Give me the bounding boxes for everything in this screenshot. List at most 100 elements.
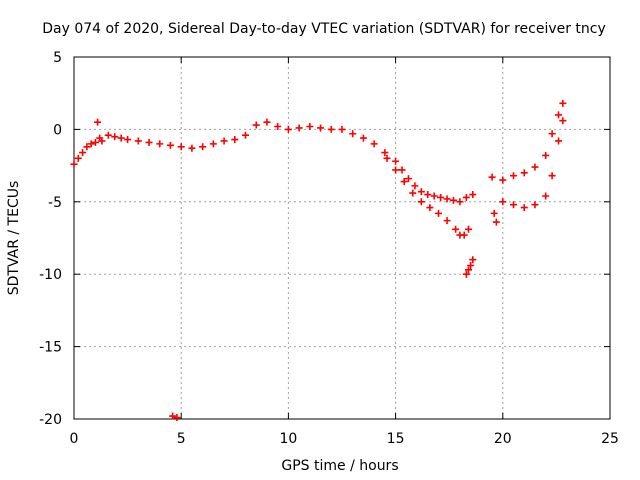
data-point bbox=[295, 124, 303, 132]
data-point bbox=[555, 137, 563, 145]
data-point bbox=[559, 99, 567, 107]
series-early-hour bbox=[94, 118, 104, 142]
x-axis-label: GPS time / hours bbox=[281, 458, 398, 474]
data-point bbox=[87, 140, 95, 148]
data-point bbox=[409, 189, 417, 197]
x-tick-label: 20 bbox=[494, 431, 512, 447]
data-point bbox=[426, 204, 434, 212]
data-point bbox=[469, 256, 477, 264]
data-point bbox=[111, 133, 119, 141]
data-point bbox=[252, 121, 260, 129]
y-tick-label: 5 bbox=[53, 50, 62, 66]
data-point bbox=[400, 178, 408, 186]
series-late-isolated bbox=[490, 209, 500, 226]
data-point bbox=[531, 201, 539, 209]
y-tick-label: -5 bbox=[48, 195, 62, 211]
data-point bbox=[443, 217, 451, 225]
data-point bbox=[156, 140, 164, 148]
data-point bbox=[166, 141, 174, 149]
data-point bbox=[490, 209, 498, 217]
data-point bbox=[469, 191, 477, 199]
data-point bbox=[464, 266, 472, 274]
data-point bbox=[411, 182, 419, 190]
x-tick-label: 5 bbox=[177, 431, 186, 447]
data-point bbox=[242, 131, 250, 139]
data-point bbox=[542, 151, 550, 159]
data-point bbox=[492, 218, 500, 226]
data-point bbox=[437, 193, 445, 201]
data-point bbox=[284, 125, 292, 133]
data-point bbox=[370, 140, 378, 148]
data-point bbox=[381, 149, 389, 157]
data-point bbox=[91, 138, 99, 146]
data-point bbox=[169, 412, 177, 420]
data-point bbox=[417, 188, 425, 196]
data-point bbox=[96, 134, 104, 142]
data-point bbox=[104, 131, 112, 139]
data-point bbox=[231, 136, 239, 144]
plot-frame bbox=[73, 56, 611, 420]
y-tick-labels: -20 -15 -10 -5 0 5 bbox=[39, 50, 62, 428]
data-point bbox=[531, 163, 539, 171]
data-point bbox=[462, 193, 470, 201]
data-point bbox=[417, 198, 425, 206]
data-point bbox=[145, 138, 153, 146]
series-late-lower bbox=[499, 117, 567, 212]
x-tick-label: 15 bbox=[387, 431, 405, 447]
x-tick-label: 0 bbox=[70, 431, 79, 447]
data-point bbox=[460, 231, 468, 239]
data-point bbox=[559, 117, 567, 125]
y-axis-label: SDTVAR / TECUs bbox=[6, 181, 22, 296]
data-point bbox=[117, 134, 125, 142]
data-point bbox=[542, 192, 550, 200]
y-tick-label: -20 bbox=[39, 412, 62, 428]
y-tick-label: -15 bbox=[39, 340, 62, 356]
data-point bbox=[274, 123, 282, 131]
data-point bbox=[398, 166, 406, 174]
data-point bbox=[430, 192, 438, 200]
data-point bbox=[263, 118, 271, 126]
data-point bbox=[134, 137, 142, 145]
data-point bbox=[499, 176, 507, 184]
data-point bbox=[548, 172, 556, 180]
y-tick-label: 0 bbox=[53, 122, 62, 138]
axis-ticks bbox=[73, 56, 611, 420]
data-point bbox=[548, 130, 556, 138]
data-point bbox=[520, 169, 528, 177]
data-point bbox=[124, 136, 132, 144]
data-point bbox=[443, 195, 451, 203]
data-point bbox=[349, 130, 357, 138]
data-point bbox=[462, 270, 470, 278]
data-point bbox=[327, 125, 335, 133]
series-outlier bbox=[169, 412, 181, 422]
data-point bbox=[317, 124, 325, 132]
data-point bbox=[510, 172, 518, 180]
data-point bbox=[383, 154, 391, 162]
x-tick-label: 10 bbox=[279, 431, 297, 447]
data-point bbox=[464, 225, 472, 233]
data-point bbox=[209, 140, 217, 148]
data-point bbox=[220, 137, 228, 145]
series-lower-branch bbox=[383, 154, 472, 239]
data-point bbox=[74, 154, 82, 162]
data-point bbox=[520, 204, 528, 212]
data-point bbox=[188, 144, 196, 152]
series-late-upper bbox=[488, 99, 567, 184]
data-point bbox=[456, 198, 464, 206]
data-point bbox=[338, 125, 346, 133]
data-point bbox=[70, 160, 78, 168]
series-dip-fragment bbox=[462, 256, 477, 278]
data-point bbox=[306, 123, 314, 131]
x-tick-label: 25 bbox=[601, 431, 619, 447]
series-main-track bbox=[70, 118, 477, 206]
data-point bbox=[510, 201, 518, 209]
data-point bbox=[392, 157, 400, 165]
data-point bbox=[452, 225, 460, 233]
data-point bbox=[499, 198, 507, 206]
data-point bbox=[94, 118, 102, 126]
data-point bbox=[404, 175, 412, 183]
data-point bbox=[434, 209, 442, 217]
data-point bbox=[199, 143, 207, 151]
data-point bbox=[173, 414, 181, 422]
